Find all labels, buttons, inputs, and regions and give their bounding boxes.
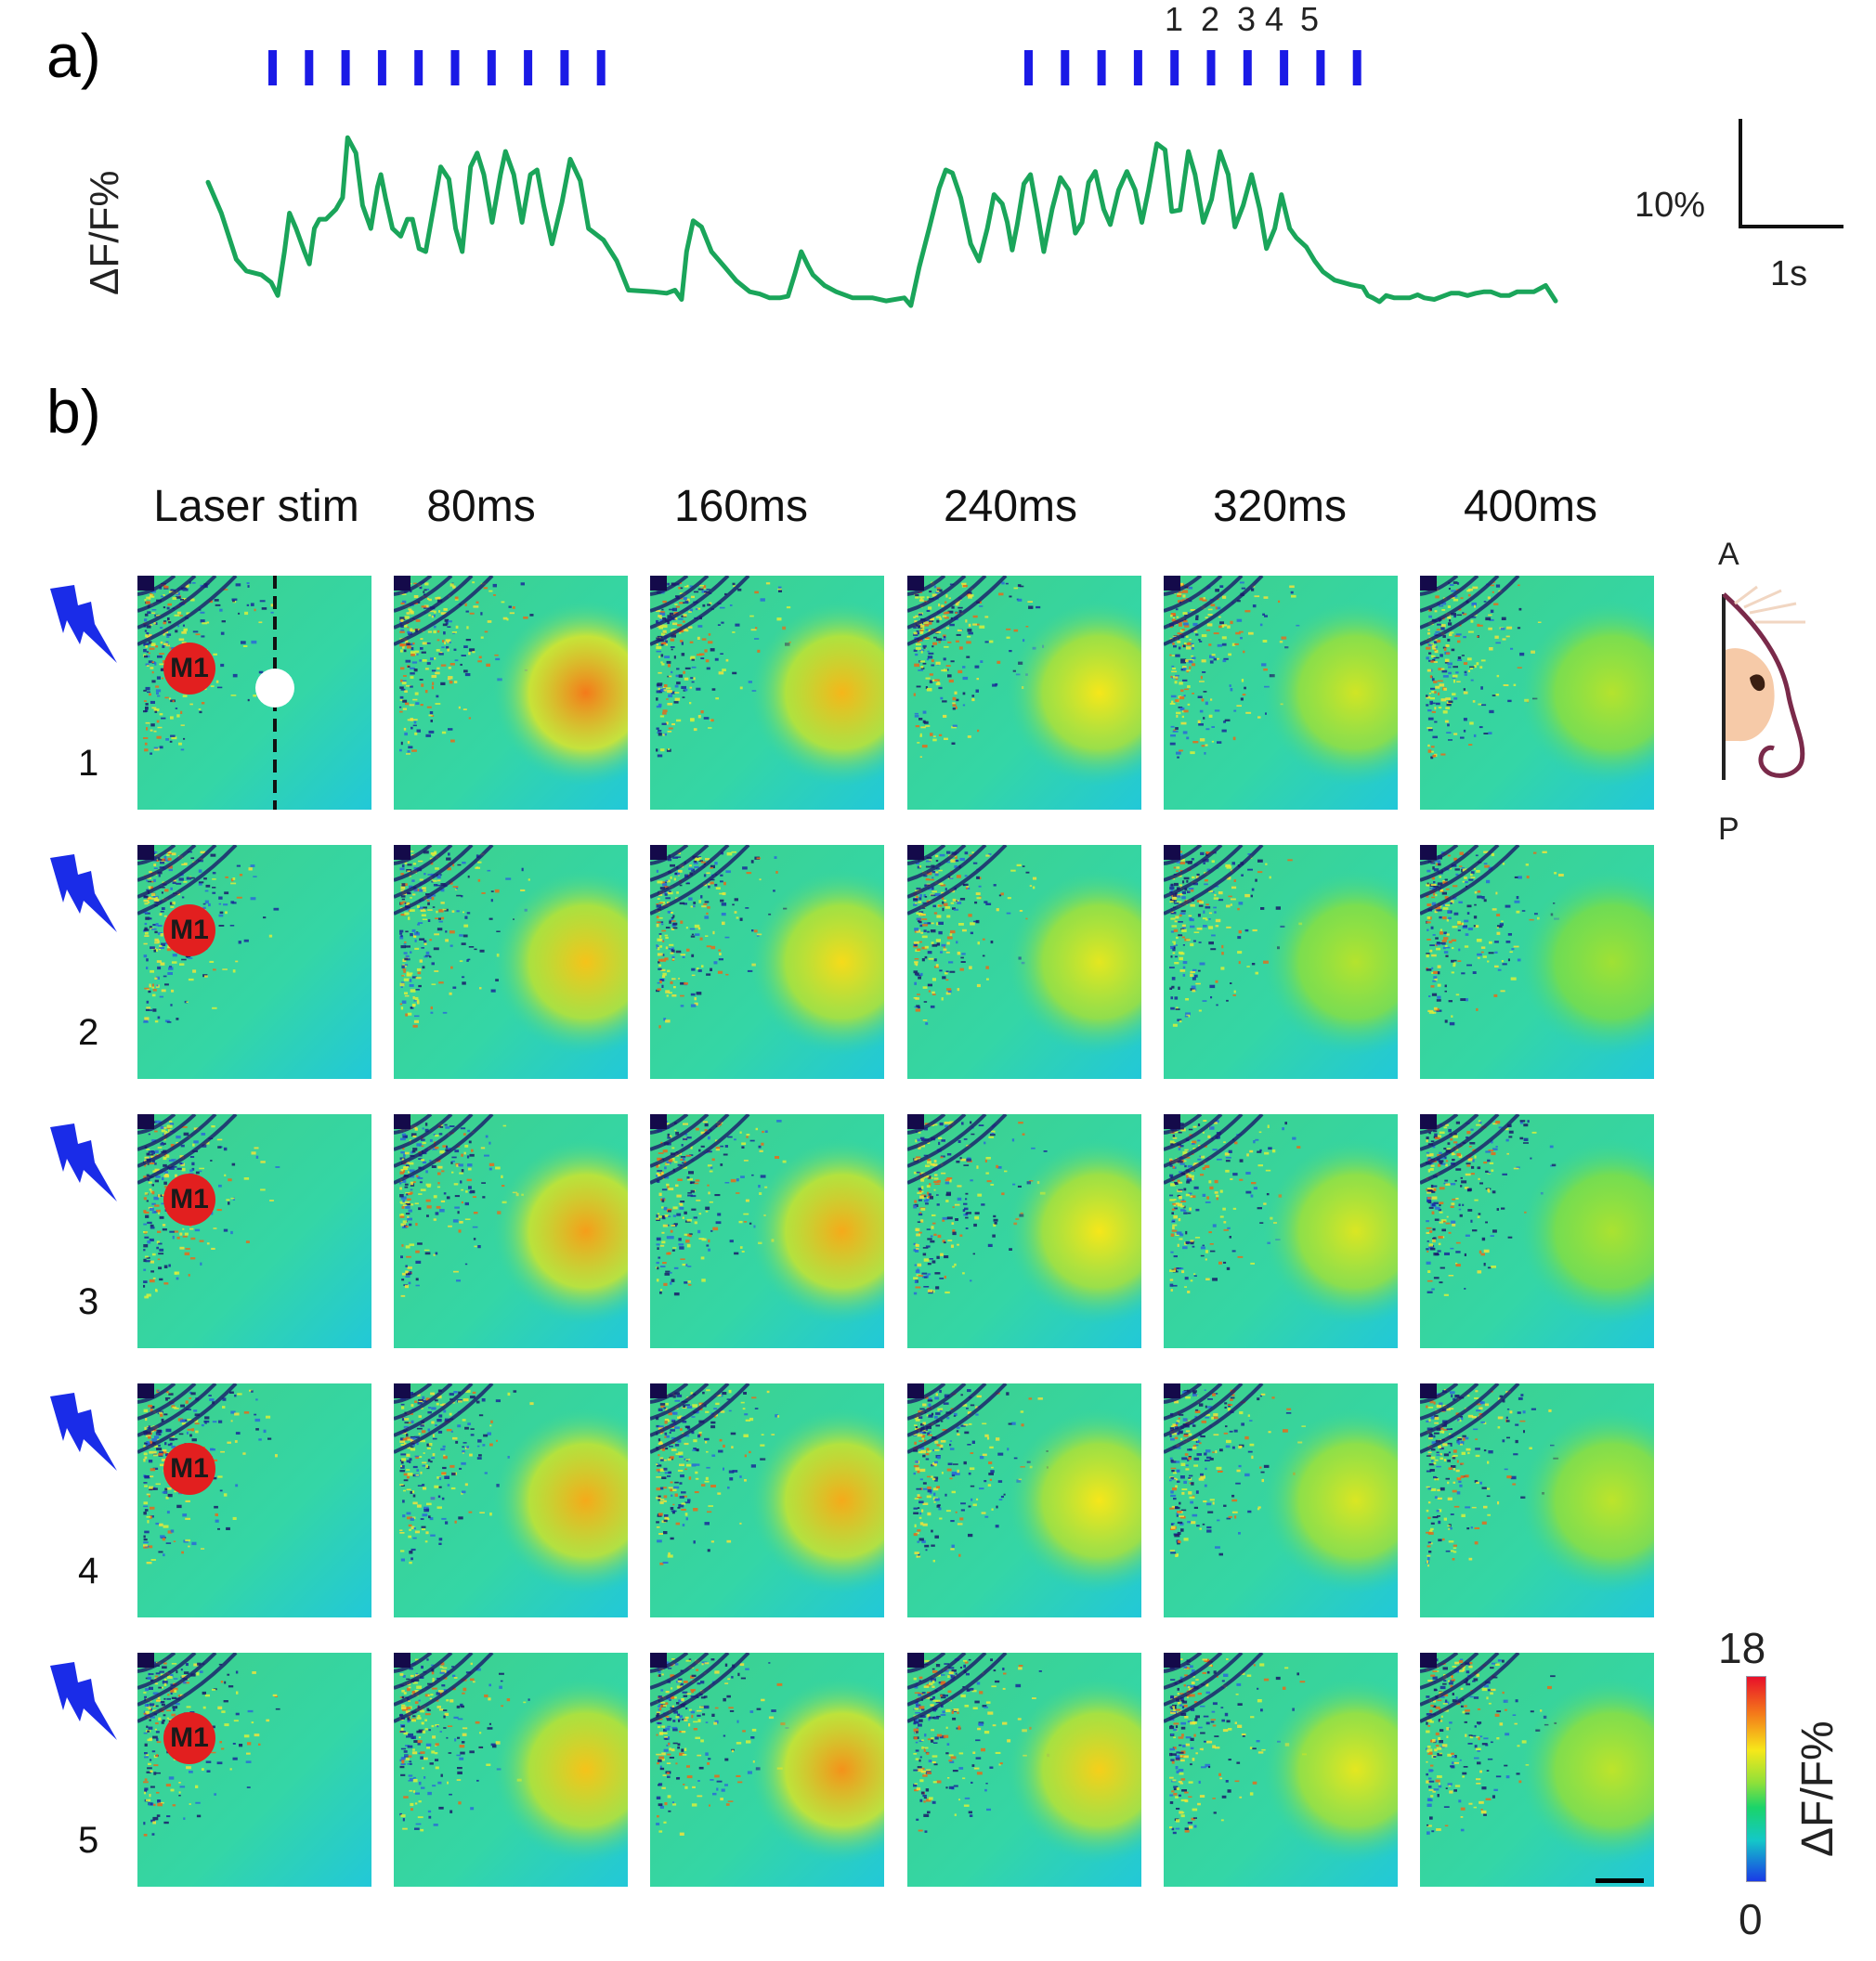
imaging-frame bbox=[137, 1653, 371, 1887]
fluorescence-trace bbox=[205, 135, 1558, 308]
laser-pulse-bar bbox=[524, 50, 533, 85]
imaging-frame bbox=[1420, 845, 1654, 1079]
imaging-frame bbox=[1164, 1383, 1398, 1617]
laser-pulse-bar bbox=[1352, 50, 1361, 85]
imaging-frame bbox=[1164, 1114, 1398, 1348]
imaging-frame bbox=[907, 1653, 1141, 1887]
image-scale-bar bbox=[1596, 1878, 1644, 1883]
imaging-frame bbox=[650, 1653, 884, 1887]
column-header-240ms: 240ms bbox=[943, 482, 1078, 531]
laser-stim-icon bbox=[50, 1393, 117, 1471]
brain-schematic bbox=[1722, 585, 1805, 780]
column-header-400ms: 400ms bbox=[1463, 482, 1598, 531]
scale-bar-horizontal-label: 1s bbox=[1770, 254, 1808, 293]
imaging-frame bbox=[1164, 1653, 1398, 1887]
laser-stim-icon bbox=[50, 1662, 117, 1740]
laser-pulse-bar bbox=[1024, 50, 1033, 85]
imaging-frame bbox=[394, 845, 628, 1079]
column-header-laser-stim: Laser stim bbox=[153, 482, 359, 531]
laser-pulse-bar bbox=[1243, 50, 1252, 85]
laser-pulse-bar bbox=[487, 50, 496, 85]
panel-a-label: a) bbox=[46, 21, 101, 90]
imaging-frame bbox=[394, 576, 628, 810]
laser-pulse-bar bbox=[268, 50, 277, 85]
laser-pulse-bar bbox=[1206, 50, 1216, 85]
laser-pulse-bar bbox=[1170, 50, 1179, 85]
panel-a-figure bbox=[205, 50, 1843, 308]
m1-marker: M1 bbox=[163, 1712, 215, 1764]
imaging-frame bbox=[907, 845, 1141, 1079]
imaging-frame bbox=[394, 1653, 628, 1887]
column-header-80ms: 80ms bbox=[426, 482, 536, 531]
imaging-frame bbox=[394, 1383, 628, 1617]
row-number: 5 bbox=[78, 1820, 99, 1861]
anterior-label: A bbox=[1718, 537, 1739, 572]
scale-bar-vertical-label: 10% bbox=[1635, 186, 1706, 225]
laser-pulse-bar bbox=[1280, 50, 1289, 85]
row-number: 3 bbox=[78, 1281, 99, 1322]
colorbar-min-label: 0 bbox=[1739, 1895, 1763, 1943]
pulse-number-1: 1 bbox=[1165, 0, 1184, 38]
imaging-frame bbox=[137, 845, 371, 1079]
imaging-frame bbox=[137, 576, 371, 810]
row-number: 1 bbox=[78, 743, 99, 784]
laser-pulse-bar bbox=[1061, 50, 1070, 85]
row-number: 2 bbox=[78, 1012, 99, 1053]
pulse-train-1 bbox=[268, 50, 606, 85]
imaging-frame bbox=[1420, 576, 1654, 810]
laser-pulse-bar bbox=[341, 50, 350, 85]
imaging-frame bbox=[650, 1383, 884, 1617]
laser-pulse-bar bbox=[305, 50, 314, 85]
imaging-frame bbox=[137, 1383, 371, 1617]
laser-pulse-bar bbox=[377, 50, 386, 85]
imaging-frame bbox=[650, 1114, 884, 1348]
laser-pulse-bar bbox=[1097, 50, 1106, 85]
imaging-frame bbox=[907, 1383, 1141, 1617]
colorbar bbox=[1746, 1676, 1766, 1882]
column-header-160ms: 160ms bbox=[673, 482, 809, 531]
imaging-frame bbox=[650, 845, 884, 1079]
laser-pulse-bar bbox=[1133, 50, 1142, 85]
laser-pulse-bar bbox=[414, 50, 423, 85]
pulse-number-3: 3 bbox=[1237, 0, 1257, 38]
imaging-frame bbox=[137, 1114, 371, 1348]
imaging-frame bbox=[1164, 845, 1398, 1079]
column-header-320ms: 320ms bbox=[1212, 482, 1348, 531]
imaging-frame bbox=[907, 1114, 1141, 1348]
imaging-frame bbox=[907, 576, 1141, 810]
imaging-frame bbox=[1420, 1653, 1654, 1887]
m1-marker: M1 bbox=[163, 1443, 215, 1495]
imaging-frame bbox=[1420, 1383, 1654, 1617]
pulse-number-2: 2 bbox=[1201, 0, 1220, 38]
laser-pulse-bar bbox=[596, 50, 606, 85]
imaging-frame bbox=[650, 576, 884, 810]
laser-stim-icon bbox=[50, 1123, 117, 1201]
row-number: 4 bbox=[78, 1551, 99, 1591]
laser-pulse-bar bbox=[450, 50, 460, 85]
posterior-label: P bbox=[1718, 812, 1739, 847]
m1-marker: M1 bbox=[163, 904, 215, 956]
m1-marker: M1 bbox=[163, 1174, 215, 1226]
m1-marker: M1 bbox=[163, 643, 215, 695]
pulse-number-5: 5 bbox=[1300, 0, 1320, 38]
laser-pulse-bar bbox=[560, 50, 569, 85]
laser-stim-icon bbox=[50, 585, 117, 663]
pulse-train-2 bbox=[1024, 50, 1361, 85]
colorbar-axis-label: ΔF/F% bbox=[1793, 1721, 1843, 1857]
imaging-frame bbox=[394, 1114, 628, 1348]
laser-stim-icon bbox=[50, 854, 117, 932]
panel-b-label: b) bbox=[46, 377, 101, 446]
y-axis-label: ΔF/F% bbox=[82, 170, 127, 296]
laser-pulse-bar bbox=[1316, 50, 1325, 85]
imaging-frame bbox=[1420, 1114, 1654, 1348]
colorbar-max-label: 18 bbox=[1718, 1624, 1766, 1672]
imaging-frame bbox=[1164, 576, 1398, 810]
pulse-number-4: 4 bbox=[1265, 0, 1284, 38]
